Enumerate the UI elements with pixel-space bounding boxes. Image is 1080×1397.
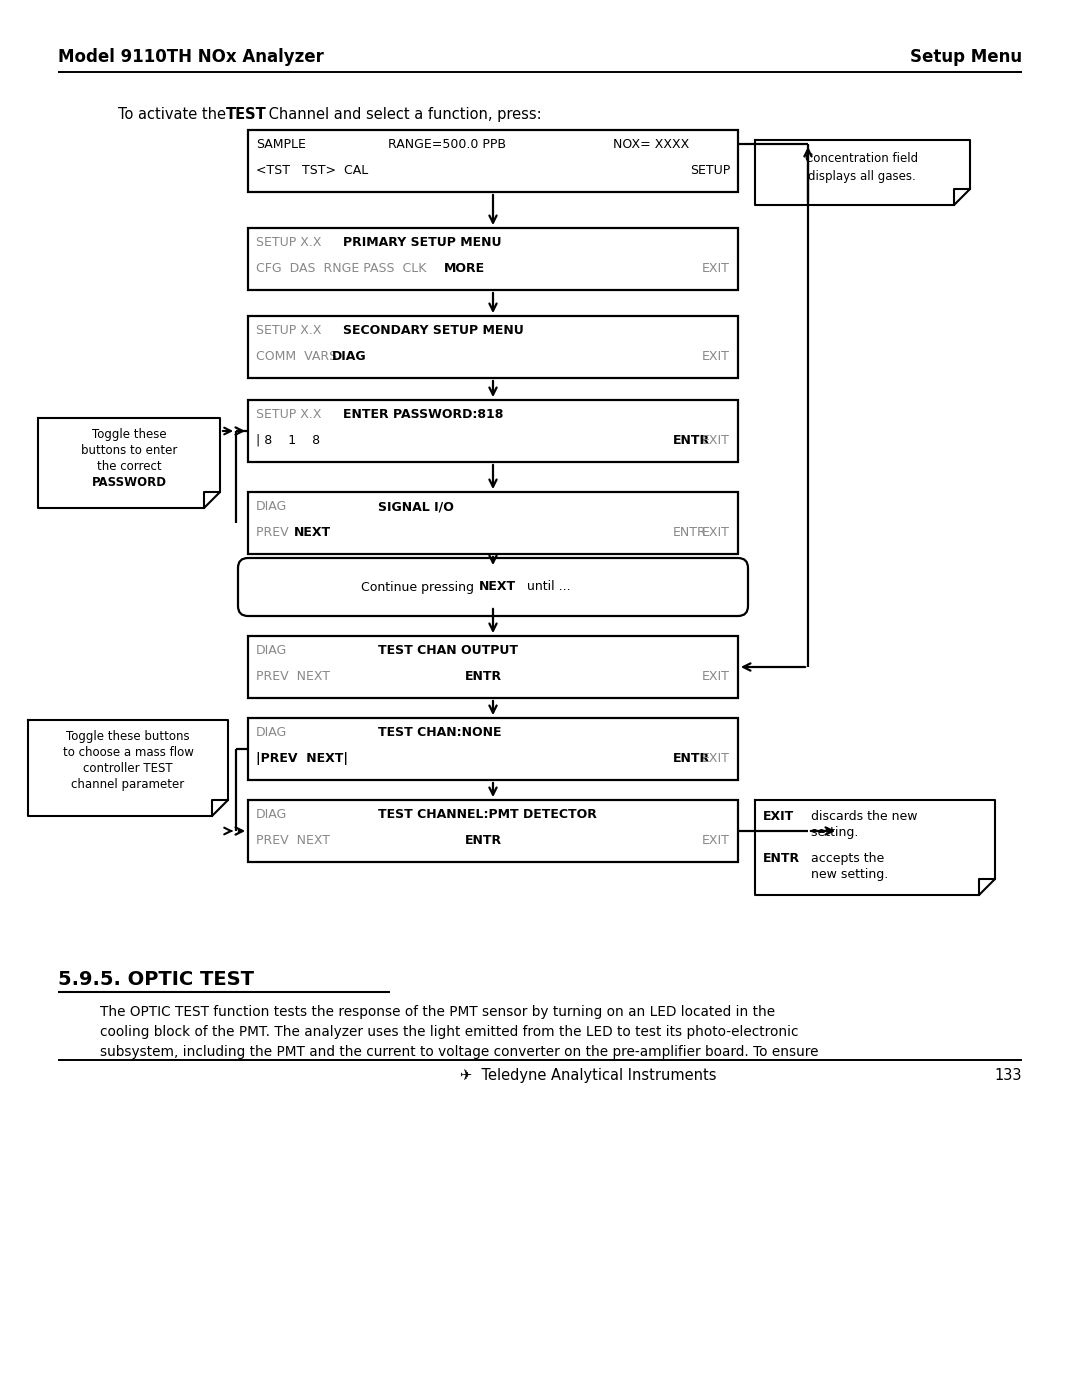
Text: controller TEST: controller TEST	[83, 761, 173, 775]
Text: DIAG: DIAG	[256, 726, 287, 739]
Text: Setup Menu: Setup Menu	[909, 47, 1022, 66]
Text: ENTR: ENTR	[673, 752, 711, 766]
Text: ✈  Teledyne Analytical Instruments: ✈ Teledyne Analytical Instruments	[460, 1067, 716, 1083]
Text: DIAG: DIAG	[332, 351, 366, 363]
Text: to choose a mass flow: to choose a mass flow	[63, 746, 193, 759]
Text: ENTER PASSWORD:818: ENTER PASSWORD:818	[343, 408, 503, 420]
Bar	[248, 492, 738, 555]
Text: DIAG: DIAG	[256, 644, 287, 657]
Text: channel parameter: channel parameter	[71, 778, 185, 791]
Text: EXIT: EXIT	[762, 810, 794, 823]
Text: SETUP: SETUP	[690, 163, 730, 177]
Text: SECONDARY SETUP MENU: SECONDARY SETUP MENU	[343, 324, 524, 337]
Text: ENTR: ENTR	[762, 852, 800, 865]
Text: cooling block of the PMT. The analyzer uses the light emitted from the LED to te: cooling block of the PMT. The analyzer u…	[100, 1025, 798, 1039]
Text: the correct: the correct	[97, 460, 161, 474]
Text: NOX= XXXX: NOX= XXXX	[613, 138, 689, 151]
Text: ENTR: ENTR	[464, 671, 501, 683]
Text: Concentration field: Concentration field	[806, 152, 919, 165]
Text: ENTR: ENTR	[673, 434, 711, 447]
Text: MORE: MORE	[444, 263, 485, 275]
Text: PRIMARY SETUP MENU: PRIMARY SETUP MENU	[343, 236, 501, 249]
Bar	[248, 718, 738, 780]
Text: |PREV  NEXT|: |PREV NEXT|	[256, 752, 348, 766]
Text: until ...: until ...	[519, 581, 570, 594]
Text: buttons to enter: buttons to enter	[81, 444, 177, 457]
Text: ENTR: ENTR	[673, 527, 706, 539]
Text: 133: 133	[995, 1067, 1022, 1083]
Bar	[248, 130, 738, 191]
Text: Continue pressing: Continue pressing	[361, 581, 478, 594]
Text: COMM  VARS: COMM VARS	[256, 351, 346, 363]
Text: TEST: TEST	[226, 108, 267, 122]
Text: EXIT: EXIT	[702, 527, 730, 539]
Text: SETUP X.X: SETUP X.X	[256, 324, 322, 337]
Text: EXIT: EXIT	[702, 434, 730, 447]
Text: setting.: setting.	[807, 826, 859, 840]
Text: SETUP X.X: SETUP X.X	[256, 236, 322, 249]
Text: new setting.: new setting.	[807, 868, 888, 882]
Text: TEST CHANNEL:PMT DETECTOR: TEST CHANNEL:PMT DETECTOR	[378, 807, 597, 821]
Text: ENTR: ENTR	[464, 834, 501, 847]
Text: EXIT: EXIT	[702, 671, 730, 683]
Text: <TST   TST>  CAL: <TST TST> CAL	[256, 163, 368, 177]
Text: 5.9.5. OPTIC TEST: 5.9.5. OPTIC TEST	[58, 970, 254, 989]
Text: PASSWORD: PASSWORD	[92, 476, 166, 489]
Text: | 8    1    8: | 8 1 8	[256, 434, 320, 447]
Text: SAMPLE: SAMPLE	[256, 138, 306, 151]
Text: EXIT: EXIT	[702, 263, 730, 275]
Text: SIGNAL I/O: SIGNAL I/O	[378, 500, 454, 513]
Text: DIAG: DIAG	[256, 500, 287, 513]
Text: discards the new: discards the new	[807, 810, 918, 823]
Text: RANGE=500.0 PPB: RANGE=500.0 PPB	[388, 138, 507, 151]
Text: EXIT: EXIT	[702, 752, 730, 766]
Text: NEXT: NEXT	[480, 581, 516, 594]
Text: displays all gases.: displays all gases.	[808, 170, 916, 183]
Text: PREV  NEXT: PREV NEXT	[256, 671, 330, 683]
Bar	[248, 228, 738, 291]
Text: Model 9110TH NOx Analyzer: Model 9110TH NOx Analyzer	[58, 47, 324, 66]
Text: EXIT: EXIT	[702, 834, 730, 847]
Text: Toggle these: Toggle these	[92, 427, 166, 441]
Text: TEST CHAN OUTPUT: TEST CHAN OUTPUT	[378, 644, 518, 657]
Text: PREV: PREV	[256, 527, 297, 539]
Bar	[248, 316, 738, 379]
Text: DIAG: DIAG	[256, 807, 287, 821]
Text: subsystem, including the PMT and the current to voltage converter on the pre-amp: subsystem, including the PMT and the cur…	[100, 1045, 819, 1059]
Text: The OPTIC TEST function tests the response of the PMT sensor by turning on an LE: The OPTIC TEST function tests the respon…	[100, 1004, 775, 1018]
FancyBboxPatch shape	[238, 557, 748, 616]
Text: TEST CHAN:NONE: TEST CHAN:NONE	[378, 726, 501, 739]
Text: PREV  NEXT: PREV NEXT	[256, 834, 330, 847]
Text: NEXT: NEXT	[294, 527, 332, 539]
Text: accepts the: accepts the	[807, 852, 885, 865]
Bar	[248, 800, 738, 862]
Text: To activate the: To activate the	[118, 108, 231, 122]
Bar	[248, 400, 738, 462]
Text: SETUP X.X: SETUP X.X	[256, 408, 322, 420]
Text: EXIT: EXIT	[702, 351, 730, 363]
Text: Toggle these buttons: Toggle these buttons	[66, 731, 190, 743]
Text: Channel and select a function, press:: Channel and select a function, press:	[264, 108, 542, 122]
Bar	[248, 636, 738, 698]
Text: CFG  DAS  RNGE PASS  CLK: CFG DAS RNGE PASS CLK	[256, 263, 434, 275]
